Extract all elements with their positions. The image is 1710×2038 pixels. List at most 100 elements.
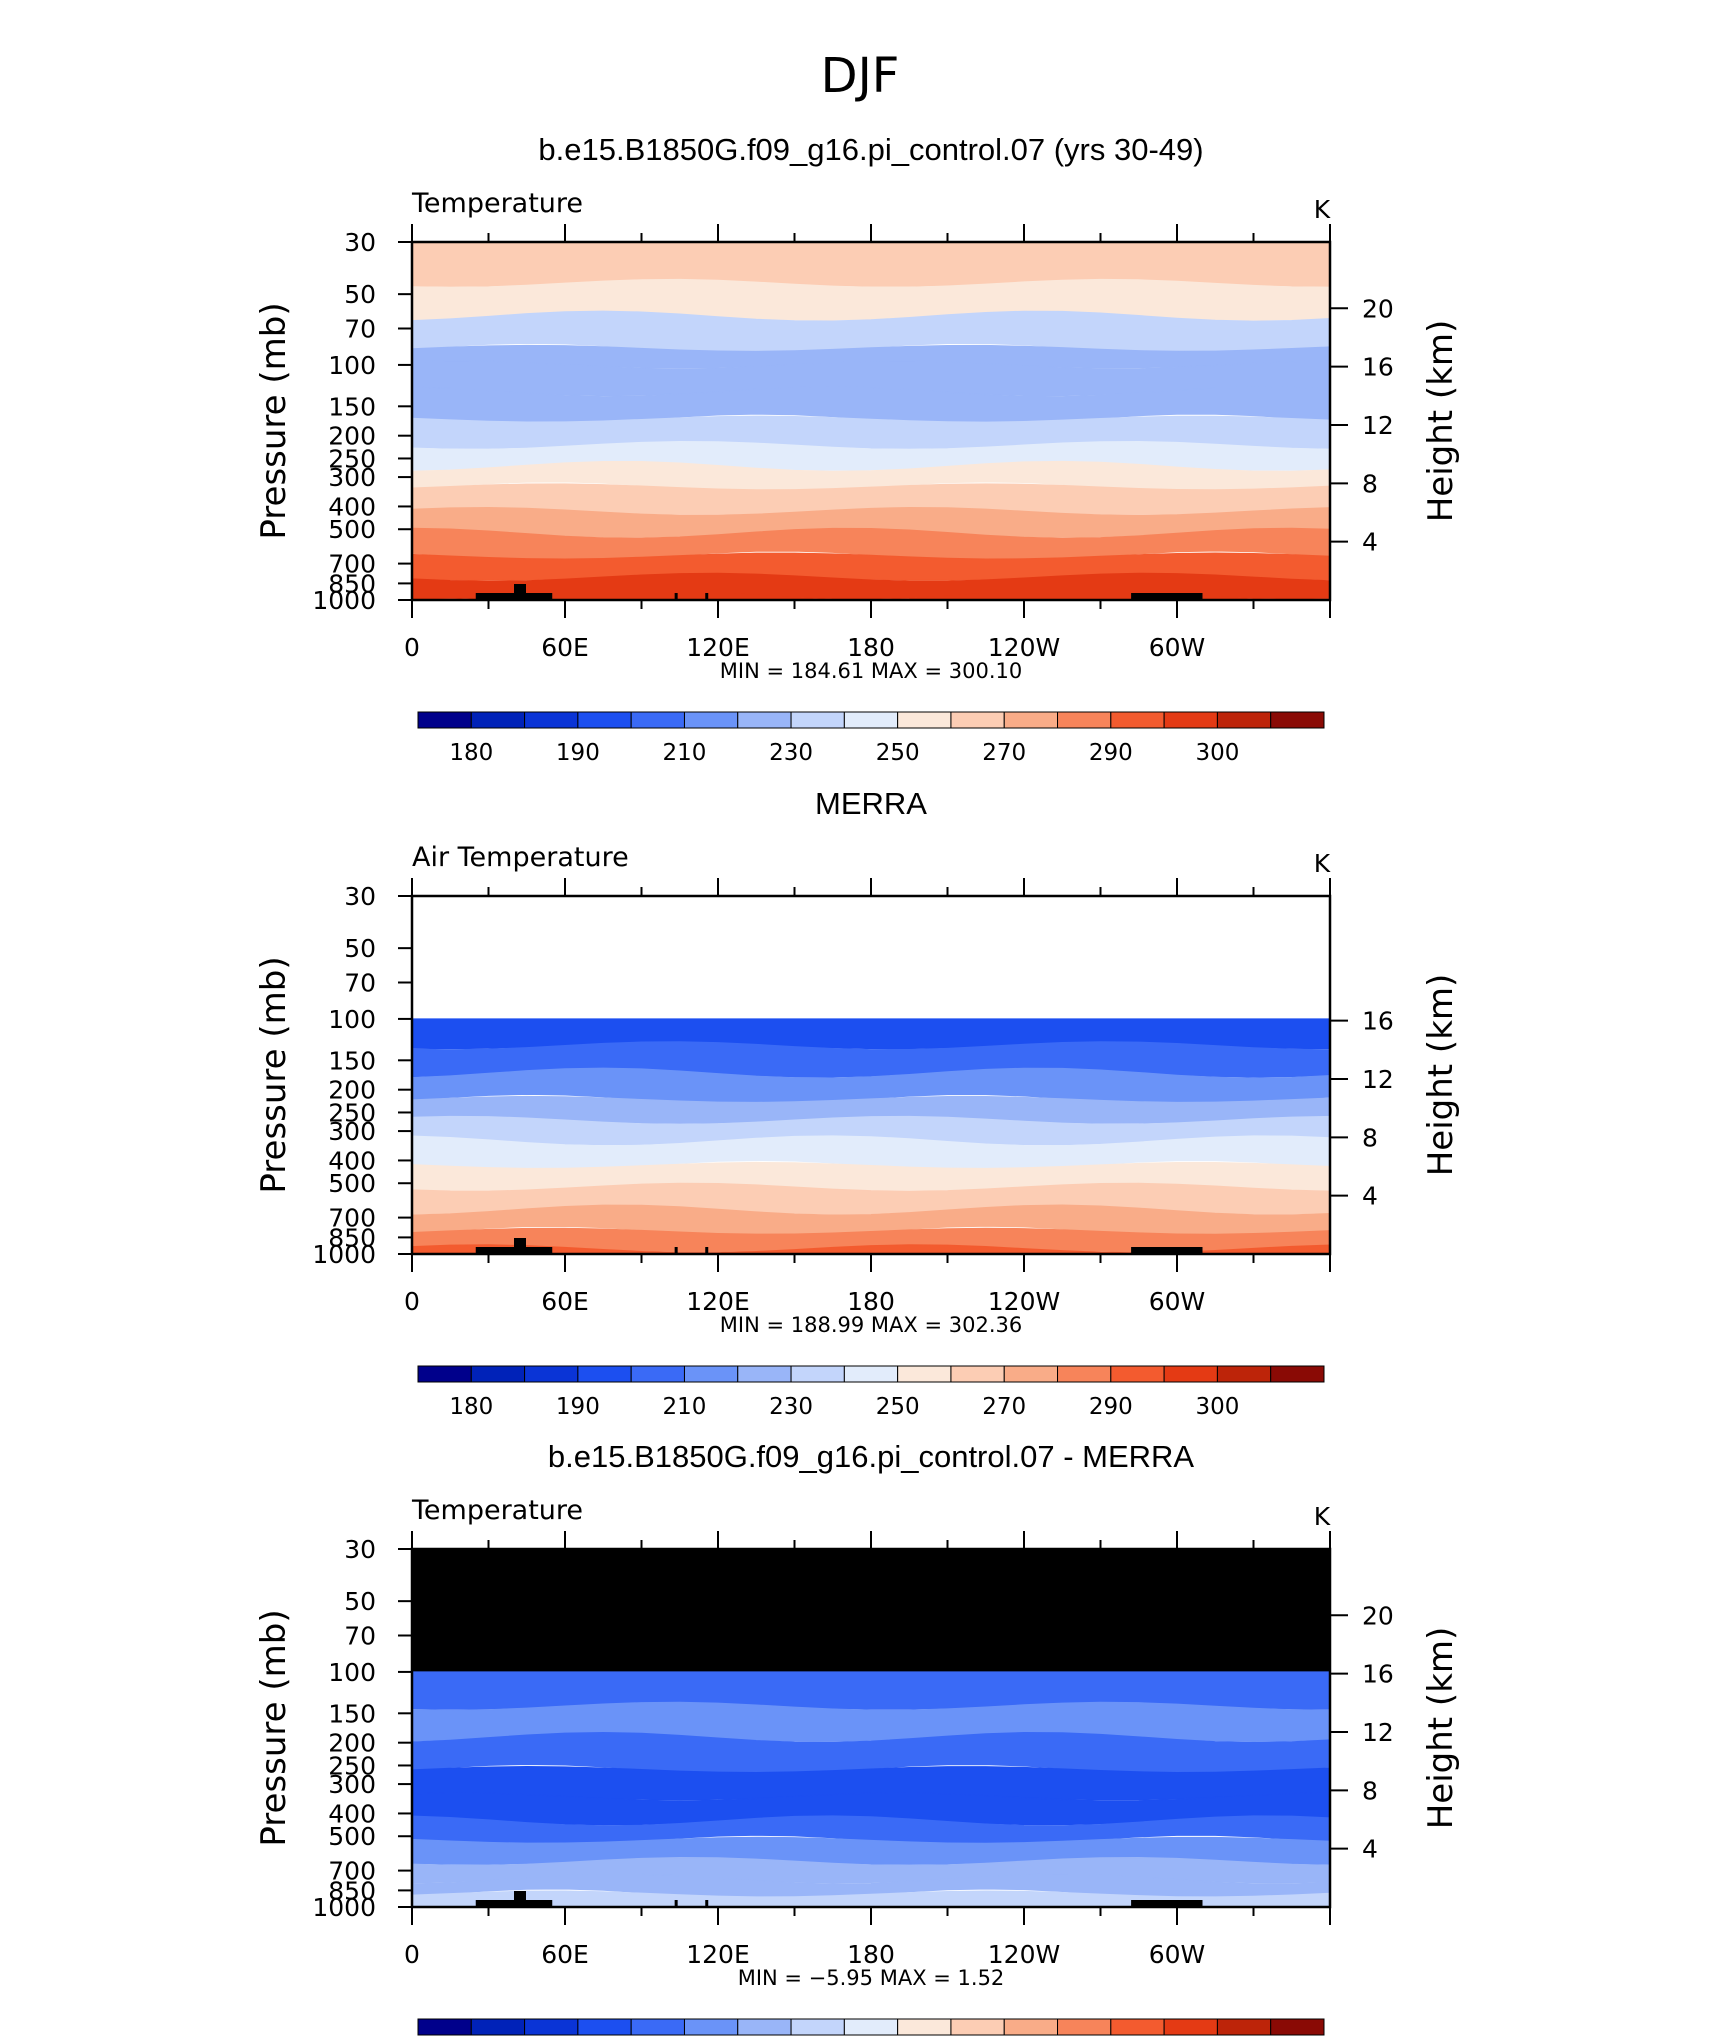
panel-title: b.e15.B1850G.f09_g16.pi_control.07 (yrs … — [538, 132, 1203, 167]
figure-title: DJF — [821, 48, 900, 104]
pressure-tick-label: 70 — [344, 315, 376, 344]
colorbar-box — [1003, 1365, 1059, 1383]
height-tick-label: 16 — [1362, 1007, 1394, 1036]
colorbar-box — [524, 1365, 579, 1383]
height-tick-label: 4 — [1362, 528, 1378, 557]
colorbar-box — [1163, 711, 1218, 729]
contour-band — [411, 1671, 1331, 1710]
max-value: 302.36 — [949, 1313, 1022, 1337]
colorbar-label: 190 — [556, 1394, 600, 1420]
x-tick-label: 60E — [541, 1287, 589, 1316]
colorbar-box — [417, 711, 472, 729]
height-tick-label: 12 — [1362, 1718, 1394, 1747]
pressure-tick-label: 1000 — [312, 1240, 376, 1269]
missing-data-region — [412, 1549, 1330, 1672]
colorbar-box — [737, 711, 792, 729]
colorbar-label: 180 — [449, 740, 493, 766]
colorbar-label: 290 — [1089, 1394, 1133, 1420]
height-tick-label: 16 — [1362, 1660, 1394, 1689]
pressure-tick-label: 30 — [344, 228, 376, 257]
x-tick-label: 180 — [847, 1940, 895, 1969]
colorbar-label: 180 — [449, 1394, 493, 1420]
topography — [514, 1238, 526, 1254]
colorbar: −9−7−5−4−3−2−101234579 — [417, 2018, 1325, 2036]
topography — [1131, 593, 1203, 600]
colorbar-box — [577, 711, 632, 729]
colorbar-box — [1270, 711, 1325, 729]
height-tick-label: 20 — [1362, 1601, 1394, 1630]
colorbar-box — [737, 2018, 792, 2036]
panel-title: b.e15.B1850G.f09_g16.pi_control.07 - MER… — [548, 1439, 1195, 1474]
y-axis-label: Pressure (mb) — [254, 302, 294, 539]
colorbar-box — [1003, 2018, 1059, 2036]
topography — [674, 1900, 678, 1907]
colorbar-box — [1270, 1365, 1325, 1383]
min-label: MIN = — [738, 1966, 809, 1990]
colorbar-label: 290 — [1089, 740, 1133, 766]
colorbar-box — [577, 1365, 632, 1383]
x-tick-label: 180 — [847, 633, 895, 662]
contour-band — [411, 241, 1331, 287]
colorbar-box — [843, 711, 899, 729]
pressure-tick-label: 700 — [328, 1204, 376, 1233]
colorbar: 180 190 210 230 250 270 290 300 — [417, 1365, 1325, 1420]
pressure-tick-label: 200 — [328, 422, 376, 451]
pressure-tick-label: 1000 — [312, 1893, 376, 1922]
colorbar-box — [1110, 1365, 1165, 1383]
colorbar-box — [577, 2018, 632, 2036]
min-label: MIN = — [720, 659, 791, 683]
colorbar-box — [1270, 2018, 1325, 2036]
left-string: Temperature — [411, 188, 583, 219]
pressure-tick-label: 100 — [328, 1658, 376, 1687]
pressure-tick-label: 700 — [328, 550, 376, 579]
pressure-tick-label: 30 — [344, 1535, 376, 1564]
units-string: K — [1314, 1502, 1331, 1531]
x-tick-label: 180 — [847, 1287, 895, 1316]
x-tick-label: 120W — [988, 1940, 1060, 1969]
colorbar-box — [1216, 2018, 1272, 2036]
pressure-tick-label: 400 — [328, 492, 376, 521]
colorbar-label: 270 — [982, 1394, 1026, 1420]
chart-panel-3: b.e15.B1850G.f09_g16.pi_control.07 - MER… — [254, 1439, 1461, 2036]
colorbar-box — [470, 1365, 526, 1383]
pressure-tick-label: 250 — [328, 444, 376, 473]
height-tick-label: 20 — [1362, 294, 1394, 323]
topography — [674, 593, 678, 600]
colorbar-box — [1110, 711, 1165, 729]
colorbar-box — [470, 2018, 526, 2036]
colorbar-box — [417, 1365, 472, 1383]
colorbar-box — [524, 711, 579, 729]
x-tick-label: 0 — [404, 1287, 420, 1316]
pressure-tick-label: 850 — [328, 1223, 376, 1252]
pressure-tick-label: 50 — [344, 280, 376, 309]
topography — [705, 1247, 709, 1254]
topography — [514, 1891, 526, 1907]
colorbar-box — [897, 1365, 952, 1383]
colorbar-box — [950, 1365, 1005, 1383]
colorbar-label: 230 — [769, 1394, 813, 1420]
colorbar-box — [790, 1365, 845, 1383]
pressure-tick-label: 300 — [328, 1770, 376, 1799]
left-string: Air Temperature — [412, 842, 629, 873]
pressure-tick-label: 50 — [344, 1587, 376, 1616]
pressure-tick-label: 100 — [328, 351, 376, 380]
colorbar-box — [417, 2018, 472, 2036]
colorbar-box — [843, 1365, 899, 1383]
x-tick-label: 120E — [686, 1940, 750, 1969]
pressure-tick-label: 30 — [344, 882, 376, 911]
y-axis-label: Pressure (mb) — [254, 956, 294, 1193]
units-string: K — [1314, 195, 1331, 224]
y-axis-label: Pressure (mb) — [254, 1609, 294, 1846]
max-label: MAX = — [880, 1966, 958, 1990]
topography — [705, 593, 709, 600]
colorbar-label: 270 — [982, 740, 1026, 766]
colorbar-box — [1216, 1365, 1272, 1383]
x-tick-label: 120E — [686, 633, 750, 662]
pressure-tick-label: 70 — [344, 969, 376, 998]
colorbar-label: 210 — [663, 740, 707, 766]
min-value: 184.61 — [791, 659, 871, 683]
pressure-tick-label: 100 — [328, 1005, 376, 1034]
pressure-tick-label: 150 — [328, 392, 376, 421]
left-string: Temperature — [411, 1495, 583, 1526]
